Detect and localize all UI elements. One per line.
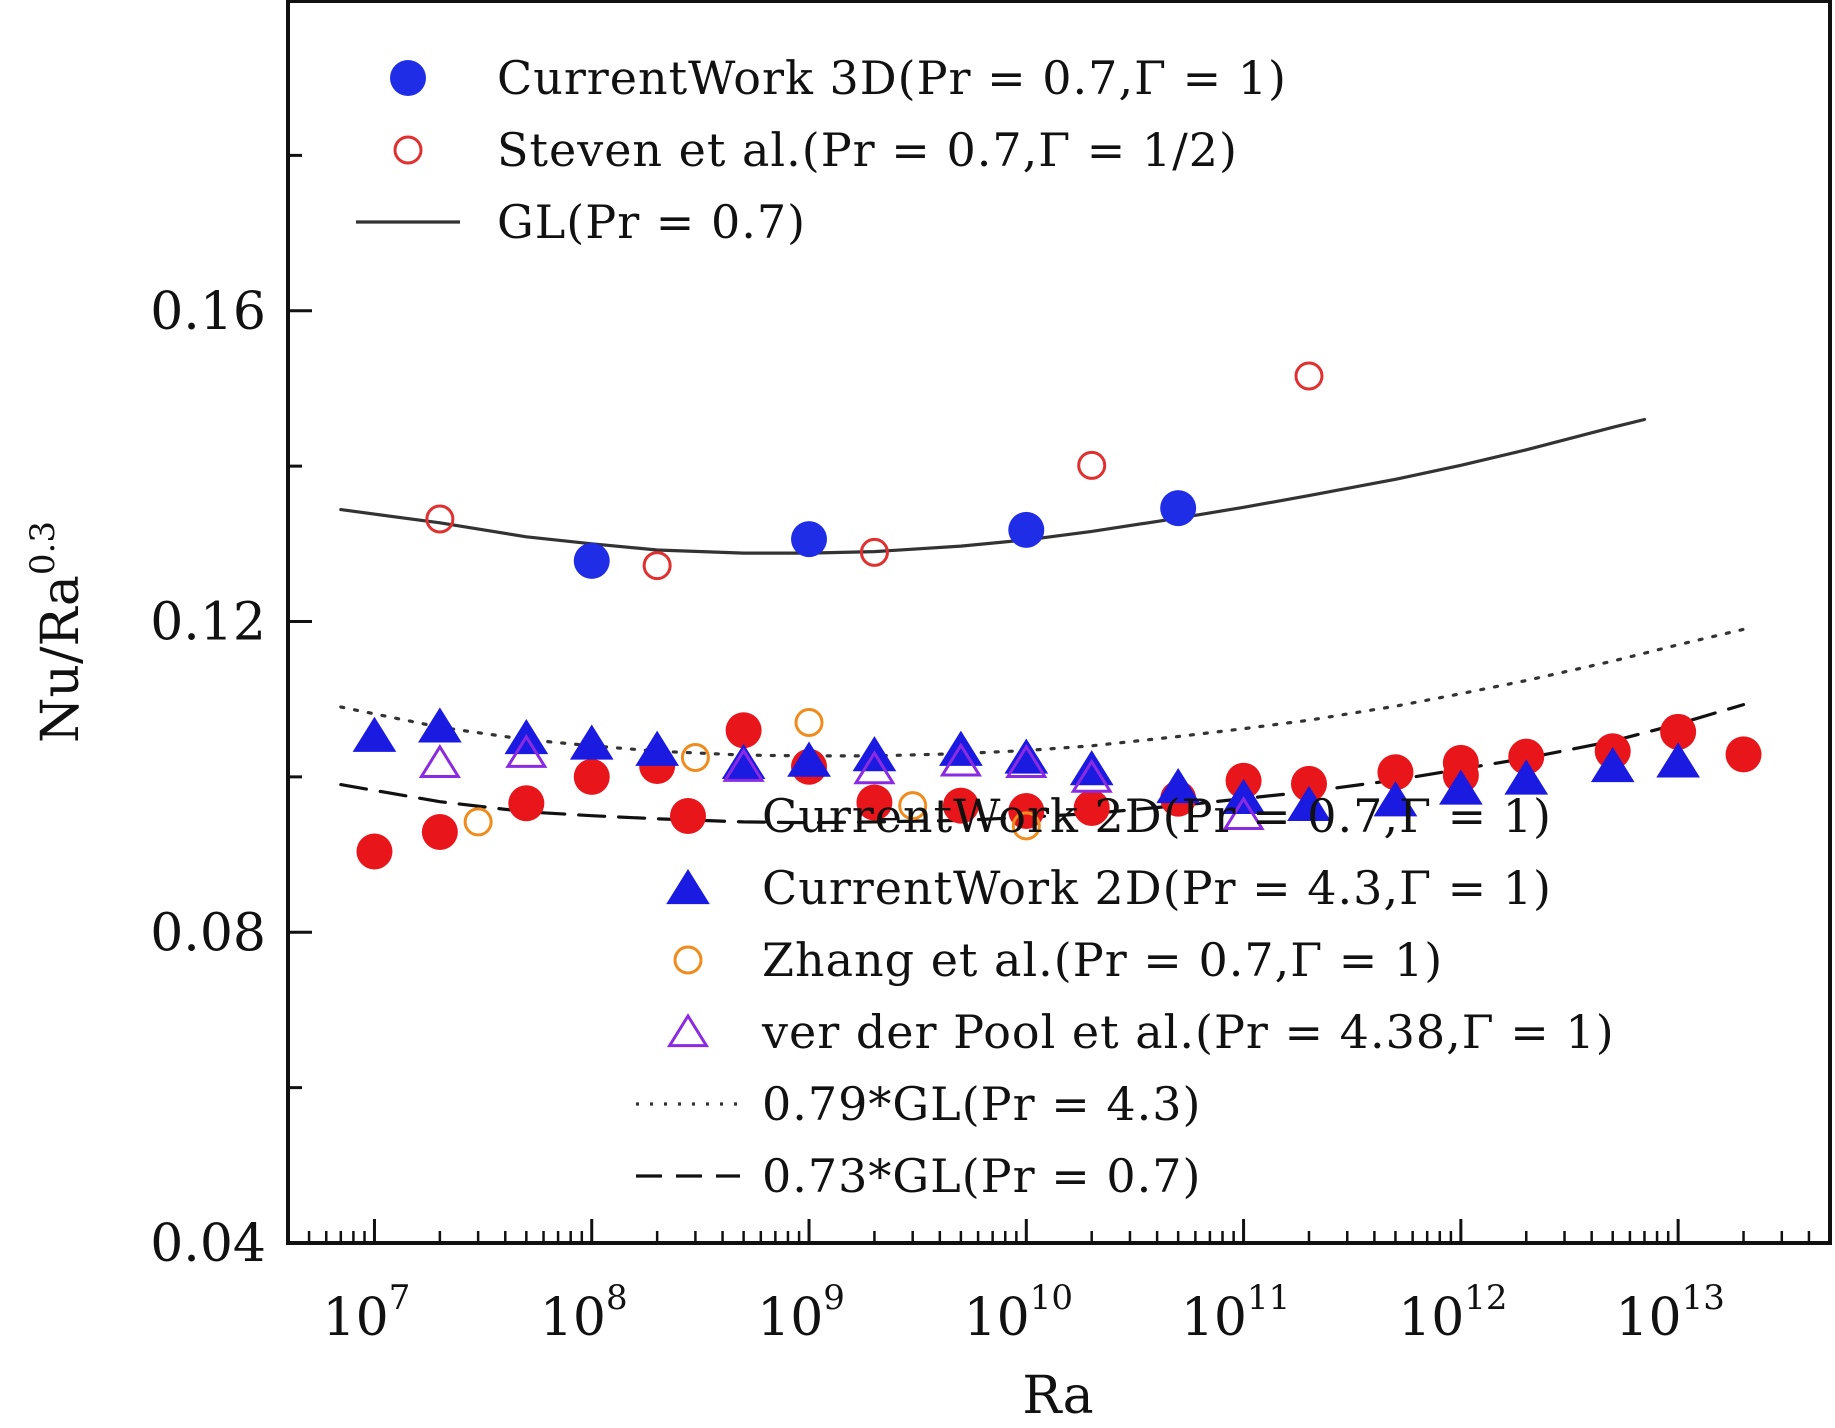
point-s_pool-1 [505, 733, 548, 768]
point-s_2d07-10 [1073, 789, 1110, 826]
point-s_zhang-1 [680, 742, 710, 772]
y-tick-label: 0.08 [150, 903, 266, 963]
point-s_2d07-2 [508, 785, 545, 822]
legend-bottom-symbol-1 [666, 869, 710, 905]
legend-top-label-0: CurrentWork 3D(Pr = 0.7,Γ = 1) [497, 51, 1287, 105]
legend-bottom-label-4: 0.79*GL(Pr = 4.3) [762, 1077, 1202, 1131]
y-tick-label: 0.12 [150, 593, 266, 653]
legend-bottom-label-0: CurrentWork 2D(Pr = 0.7,Γ = 1) [762, 789, 1552, 843]
point-s_zhang-0 [463, 807, 493, 837]
point-s_2d43-16 [1504, 759, 1549, 795]
point-s_2d43-8 [939, 730, 983, 766]
point-s_2d07-0 [356, 833, 393, 870]
legend-bottom-symbol-2 [673, 945, 703, 975]
point-s_2d43-11 [1156, 767, 1201, 804]
y-tick-label: 0.16 [150, 282, 266, 342]
legend-bottom-label-2: Zhang et al.(Pr = 0.7,Γ = 1) [762, 933, 1443, 987]
point-s_2d43-0 [352, 716, 397, 752]
x-tick-label: 1010 [964, 1278, 1073, 1348]
point-s_2d43-18 [1656, 742, 1700, 778]
point-s_steven-4 [1294, 361, 1324, 391]
point-s_zhang-3 [898, 791, 928, 821]
legend-top-symbol-1 [393, 135, 423, 165]
point-s_3d-2 [1008, 511, 1045, 548]
point-s_2d07-19 [1660, 713, 1697, 750]
legend-top-symbol-0 [390, 60, 426, 96]
point-s_2d07-1 [421, 814, 458, 851]
point-s_steven-1 [642, 551, 672, 581]
point-s_pool-4 [939, 742, 982, 777]
legend-bottom-symbol-0 [670, 798, 706, 834]
point-s_2d43-4 [635, 730, 679, 766]
point-s_2d43-17 [1590, 746, 1635, 783]
y-axis-label-main: Nu/Ra [31, 575, 91, 743]
point-s_pool-3 [853, 750, 896, 785]
point-s_2d07-7 [856, 784, 893, 821]
point-s_2d07-14 [1377, 754, 1414, 791]
x-tick-label: 109 [757, 1278, 845, 1348]
legend-top-label-1: Steven et al.(Pr = 0.7,Γ = 1/2) [497, 123, 1238, 177]
point-s_3d-3 [1160, 490, 1197, 527]
point-s_2d07-13 [1290, 765, 1327, 802]
legend-bottom-label-5: 0.73*GL(Pr = 0.7) [762, 1149, 1202, 1203]
point-s_2d07-3 [573, 758, 610, 795]
point-s_pool-2 [722, 747, 765, 782]
legend-top-label-2: GL(Pr = 0.7) [497, 195, 806, 249]
point-s_2d07-17 [1508, 738, 1545, 775]
y-axis-label: Nu/Ra0.3 [23, 521, 91, 743]
point-s_pool-5 [1005, 744, 1048, 778]
point-s_steven-0 [425, 504, 455, 534]
point-s_pool-6 [1070, 758, 1113, 793]
x-axis-label: Ra [1022, 1366, 1093, 1426]
x-tick-label: 1011 [1181, 1278, 1290, 1348]
y-tick-label: 0.04 [150, 1214, 266, 1274]
point-s_2d07-20 [1725, 736, 1762, 773]
x-tick-label: 108 [540, 1278, 628, 1348]
point-s_2d43-3 [569, 724, 614, 760]
point-s_2d07-16 [1442, 744, 1479, 781]
point-s_2d07-9 [1008, 793, 1045, 830]
point-s_2d43-1 [418, 707, 462, 743]
point-s_2d43-6 [787, 741, 831, 777]
legend-bottom-label-3: ver der Pool et al.(Pr = 4.38,Γ = 1) [761, 1005, 1615, 1059]
legend-bottom-symbol-3 [666, 1013, 710, 1048]
point-s_pool-0 [418, 744, 461, 778]
point-s_zhang-2 [794, 707, 824, 737]
x-tick-label: 107 [323, 1278, 411, 1348]
point-s_2d07-8 [942, 787, 979, 824]
point-s_zhang-4 [1011, 811, 1041, 841]
point-s_2d43-15 [1439, 769, 1483, 805]
legend-bottom-label-1: CurrentWork 2D(Pr = 4.3,Γ = 1) [762, 861, 1552, 915]
point-s_pool-7 [1222, 796, 1265, 831]
point-s_steven-3 [1077, 450, 1107, 480]
x-tick-label: 1013 [1615, 1278, 1724, 1348]
point-s_3d-0 [573, 542, 610, 579]
point-s_steven-2 [859, 537, 889, 567]
point-s_2d07-5 [725, 712, 762, 749]
point-s_2d43-13 [1287, 785, 1331, 821]
point-s_2d43-14 [1373, 781, 1418, 817]
point-s_3d-1 [791, 521, 828, 558]
y-axis-label-superscript: 0.3 [23, 521, 63, 575]
x-tick-label: 1012 [1398, 1278, 1507, 1348]
